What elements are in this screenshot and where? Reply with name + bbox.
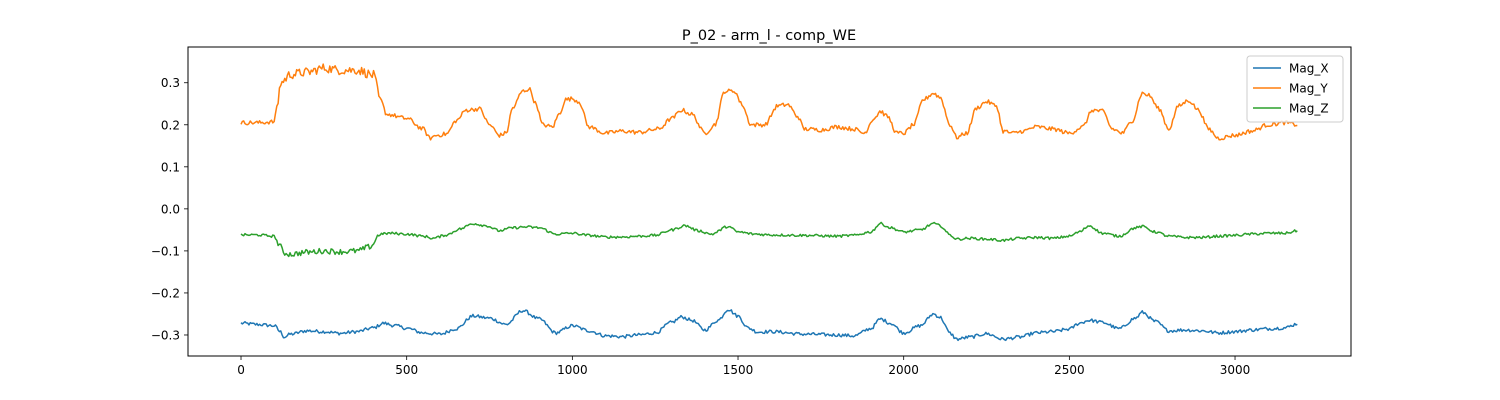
x-tick-label: 0 xyxy=(237,363,245,377)
x-tick-label: 2000 xyxy=(888,363,919,377)
y-tick-label: −0.3 xyxy=(151,328,180,342)
series-line-mag-x xyxy=(240,309,1298,342)
y-tick-label: 0.3 xyxy=(161,76,180,90)
y-tick-label: −0.1 xyxy=(151,244,180,258)
plot-frame xyxy=(187,46,1352,357)
series-line-mag-z xyxy=(240,221,1298,258)
series-line-mag-y xyxy=(240,63,1298,141)
chart-title: P_02 - arm_l - comp_WE xyxy=(682,28,856,44)
legend-box xyxy=(1246,55,1344,123)
x-tick-label: 2500 xyxy=(1054,363,1085,377)
x-axis: 0 500 1000 1500 2000 2500 3000 xyxy=(237,356,1250,377)
x-tick-label: 500 xyxy=(395,363,418,377)
y-tick-label: −0.2 xyxy=(151,286,180,300)
y-tick-label: 0.1 xyxy=(161,160,180,174)
legend: Mag_X Mag_Y Mag_Z xyxy=(1246,55,1344,123)
x-tick-label: 3000 xyxy=(1220,363,1251,377)
x-tick-label: 1000 xyxy=(557,363,588,377)
legend-label: Mag_Y xyxy=(1289,82,1328,96)
plot-series xyxy=(240,63,1298,342)
x-tick-label: 1500 xyxy=(723,363,754,377)
y-axis: −0.3 −0.2 −0.1 0.0 0.1 0.2 0.3 xyxy=(151,76,188,342)
legend-label: Mag_Z xyxy=(1289,102,1329,116)
legend-label: Mag_X xyxy=(1289,62,1329,76)
y-tick-label: 0.0 xyxy=(161,202,180,216)
y-tick-label: 0.2 xyxy=(161,118,180,132)
